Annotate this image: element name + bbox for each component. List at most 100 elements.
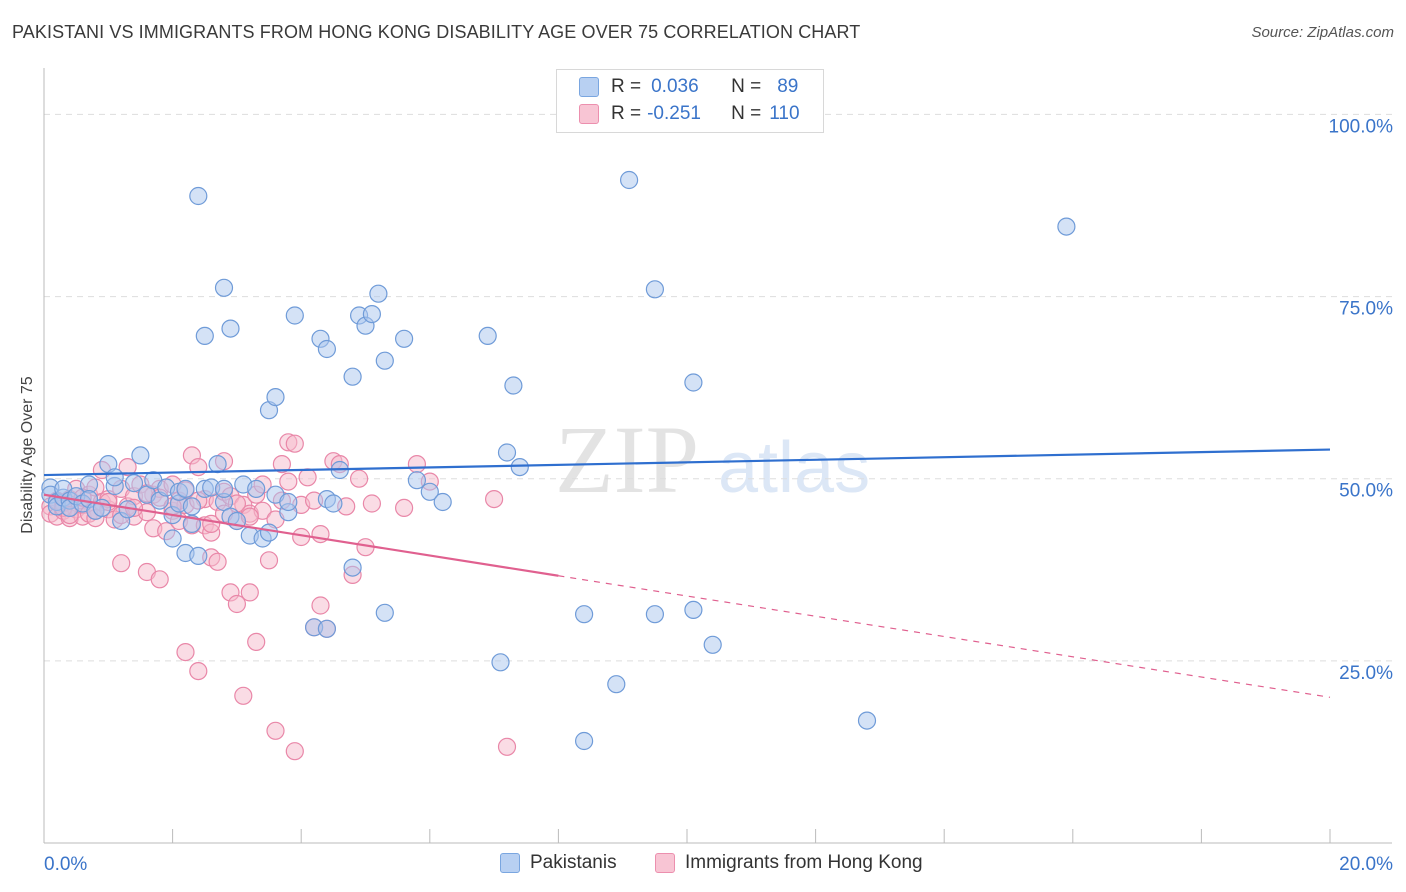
- bottom-legend-swatch-pink: [655, 853, 675, 873]
- x-tick-label-left: 0.0%: [44, 854, 87, 875]
- gridlines: [44, 113, 1392, 662]
- hong-kong-point: [497, 737, 517, 756]
- hong-kong-point: [227, 594, 246, 614]
- pakistanis-point: [607, 675, 626, 694]
- pakistanis-trend-line: [43, 448, 1331, 477]
- hong-kong-point: [485, 490, 504, 509]
- pakistanis-point: [420, 482, 439, 501]
- pakistanis-point: [176, 479, 195, 498]
- hong-kong-point: [247, 632, 266, 652]
- hong-kong-point: [189, 661, 208, 681]
- hong-kong-point: [279, 472, 298, 491]
- pakistanis-point: [189, 546, 208, 566]
- pakistanis-point: [645, 605, 665, 624]
- hong-kong-point: [118, 458, 137, 477]
- legend-n-value: 89: [777, 76, 799, 97]
- pakistanis-point: [645, 280, 665, 299]
- hong-kong-point: [285, 742, 304, 761]
- pakistanis-point: [619, 170, 639, 190]
- pakistanis-point: [266, 388, 285, 407]
- legend-row-pakistanis: R = 0.036 N = 89: [579, 75, 798, 99]
- pakistanis-point: [504, 376, 523, 395]
- bottom-legend-swatch-blue: [500, 853, 520, 873]
- pakistanis-point: [182, 497, 201, 516]
- chart-title: PAKISTANI VS IMMIGRANTS FROM HONG KONG D…: [12, 22, 861, 42]
- pakistanis-point: [1057, 217, 1076, 236]
- pakistanis-point: [433, 492, 452, 512]
- pakistanis-point: [362, 305, 381, 324]
- hong-kong-point: [112, 554, 131, 573]
- pakistanis-point: [163, 529, 182, 548]
- x-tick-label-right: 20.0%: [1339, 854, 1393, 875]
- pakistanis-point: [189, 186, 208, 206]
- pakistanis-point: [214, 278, 234, 297]
- legend-row-hong-kong: R = -0.251 N = 110: [579, 102, 800, 126]
- hong-kong-point: [266, 721, 285, 740]
- hong-kong-point: [407, 455, 426, 474]
- pakistanis-point: [684, 600, 703, 620]
- pakistanis-point: [131, 446, 150, 465]
- pakistanis-point: [395, 329, 414, 348]
- pakistanis-point: [375, 603, 394, 622]
- pakistanis-point: [369, 284, 388, 303]
- bottom-legend-label: Immigrants from Hong Kong: [685, 852, 923, 873]
- legend-swatch-pink: [579, 104, 599, 124]
- legend-n-label: N =: [731, 103, 762, 124]
- hong-kong-point: [208, 552, 227, 571]
- pakistanis-point: [247, 479, 266, 498]
- bottom-legend-hong-kong: Immigrants from Hong Kong: [655, 852, 923, 874]
- pakistanis-point: [285, 306, 304, 325]
- hong-kong-point: [240, 583, 259, 602]
- hong-kong-point: [298, 468, 317, 487]
- correlation-legend: R = 0.036 N = 89 R = -0.251 N = 110: [556, 69, 824, 133]
- pakistanis-point: [105, 468, 124, 487]
- y-tick-label: 50.0%: [1339, 481, 1393, 502]
- watermark: ZIP atlas: [555, 406, 870, 513]
- pakistanis-point: [208, 455, 227, 474]
- hong-kong-point: [259, 551, 279, 570]
- pakistanis-point: [195, 326, 214, 345]
- pakistanis-point: [279, 492, 298, 512]
- pakistanis-point: [124, 474, 144, 493]
- legend-r-value: -0.251: [647, 103, 701, 124]
- hong-kong-trend-line-dashed: [558, 575, 1331, 698]
- hong-kong-point: [234, 686, 253, 705]
- legend-n-value: 110: [769, 103, 800, 124]
- legend-swatch-blue: [579, 77, 599, 97]
- pakistanis-point: [343, 558, 362, 577]
- hong-kong-point: [150, 570, 169, 589]
- legend-r-label: R =: [611, 103, 642, 124]
- pakistanis-point: [343, 367, 362, 386]
- bottom-legend-label: Pakistanis: [530, 852, 617, 873]
- watermark-atlas: atlas: [718, 428, 870, 508]
- y-tick-label: 25.0%: [1339, 663, 1393, 684]
- pakistanis-point: [510, 458, 529, 477]
- watermark-zip: ZIP: [555, 406, 699, 513]
- pakistanis-point: [221, 319, 240, 338]
- y-tick-label: 100.0%: [1329, 116, 1394, 137]
- hong-kong-point: [362, 494, 381, 513]
- legend-r-label: R =: [611, 76, 642, 97]
- hong-kong-trend-line-solid: [43, 493, 559, 577]
- legend-n-label: N =: [731, 76, 762, 97]
- source-label: Source: ZipAtlas.com: [1251, 24, 1394, 41]
- hong-kong-point: [311, 596, 330, 615]
- hong-kong-point: [395, 498, 414, 517]
- pakistanis-point: [857, 711, 877, 730]
- hong-kong-point: [350, 469, 369, 488]
- pakistanis-point: [574, 605, 594, 624]
- pakistanis-point: [407, 471, 426, 490]
- trend-lines: [43, 448, 1331, 698]
- hong-kong-point: [176, 642, 195, 662]
- pakistanis-point: [317, 619, 336, 638]
- legend-r-value: 0.036: [651, 76, 699, 97]
- pakistanis-point: [684, 373, 703, 392]
- hong-kong-point: [272, 455, 291, 474]
- pakistanis-point: [324, 494, 343, 513]
- pakistanis-point: [259, 523, 279, 542]
- axes: [43, 68, 1392, 844]
- pakistanis-point: [497, 443, 517, 462]
- pakistanis-point: [703, 635, 722, 654]
- pakistanis-point: [214, 479, 234, 498]
- pakistanis-point: [317, 339, 336, 359]
